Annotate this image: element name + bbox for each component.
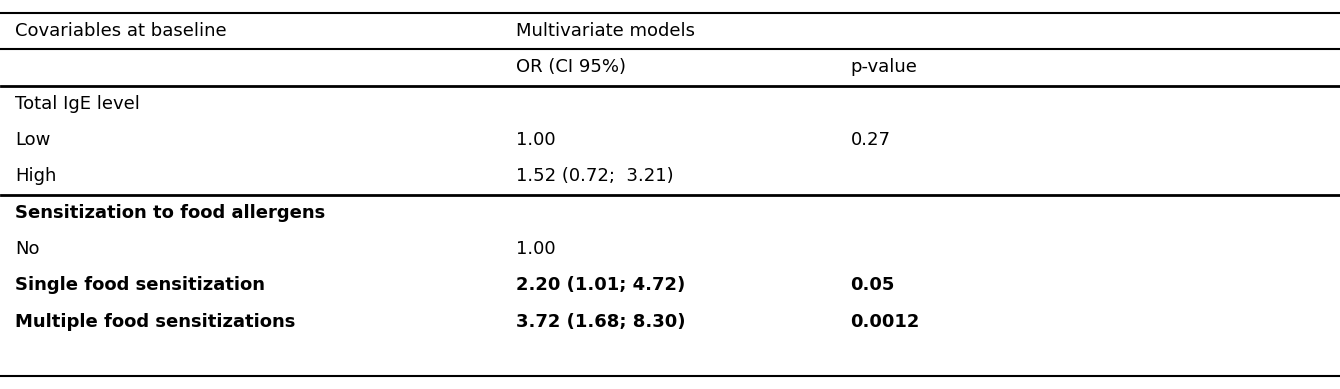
Text: 0.0012: 0.0012 [851,313,919,331]
Text: 0.27: 0.27 [851,131,891,149]
Text: 3.72 (1.68; 8.30): 3.72 (1.68; 8.30) [516,313,686,331]
Text: p-value: p-value [851,58,918,76]
Text: Multivariate models: Multivariate models [516,22,695,40]
Text: 1.00: 1.00 [516,240,556,258]
Text: High: High [15,167,56,185]
Text: Covariables at baseline: Covariables at baseline [15,22,226,40]
Text: 2.20 (1.01; 4.72): 2.20 (1.01; 4.72) [516,276,686,294]
Text: Single food sensitization: Single food sensitization [15,276,265,294]
Text: 1.52 (0.72;  3.21): 1.52 (0.72; 3.21) [516,167,674,185]
Text: 0.05: 0.05 [851,276,895,294]
Text: OR (CI 95%): OR (CI 95%) [516,58,626,76]
Text: Multiple food sensitizations: Multiple food sensitizations [15,313,295,331]
Text: Total IgE level: Total IgE level [15,95,139,113]
Text: Low: Low [15,131,50,149]
Text: No: No [15,240,39,258]
Text: Sensitization to food allergens: Sensitization to food allergens [15,204,326,222]
Text: 1.00: 1.00 [516,131,556,149]
